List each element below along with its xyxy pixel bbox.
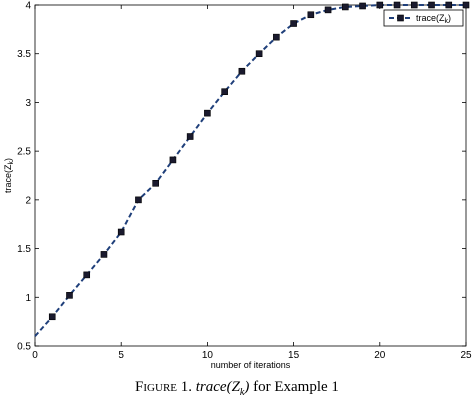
data-point — [307, 11, 315, 19]
data-point — [66, 292, 73, 299]
data-point — [445, 1, 453, 9]
data-point — [359, 2, 366, 10]
data-point — [255, 50, 263, 58]
y-tick-label: 2.5 — [17, 147, 31, 158]
caption-suffix: for Example 1 — [249, 379, 339, 395]
legend-label: trace(Zk) — [416, 13, 451, 25]
y-tick-label: 1.5 — [17, 244, 31, 255]
data-point — [204, 109, 211, 117]
data-point — [221, 88, 228, 96]
data-point — [83, 271, 91, 279]
x-tick-label: 25 — [460, 350, 472, 361]
data-point — [48, 313, 56, 321]
x-tick-label: 0 — [32, 350, 38, 361]
x-axis-label: number of iterations — [211, 360, 291, 370]
y-tick-label: 4 — [25, 1, 31, 12]
x-tick-label: 5 — [118, 350, 124, 361]
y-tick-label: 0.5 — [17, 342, 31, 353]
y-axis-label-text: trace(Zk) — [3, 158, 15, 193]
y-tick-label: 1 — [25, 293, 31, 304]
data-point — [376, 1, 384, 9]
legend-marker — [397, 14, 404, 22]
caption-expression: trace(Zk) — [195, 379, 250, 398]
legend-box — [383, 9, 464, 27]
data-point — [117, 228, 125, 236]
data-point — [393, 1, 401, 9]
data-point — [324, 6, 332, 14]
data-point — [290, 20, 297, 27]
data-point — [169, 156, 177, 164]
data-point — [152, 179, 159, 187]
x-tick-label: 15 — [288, 350, 300, 361]
legend: trace(Zk) — [383, 9, 464, 27]
data-point — [135, 196, 142, 204]
data-point — [410, 1, 418, 9]
data-point — [428, 1, 435, 9]
y-tick-label: 2 — [25, 195, 31, 206]
data-point — [342, 3, 349, 11]
y-tick-label: 3 — [25, 98, 31, 109]
plot-area — [34, 4, 467, 347]
figure-caption: Figure 1. trace(Zk) for Example 1 — [0, 379, 474, 398]
data-point — [238, 67, 246, 75]
chart: 0 5 10 15 20 25 0.5 1 1.5 2 2.5 3 3.5 4 number of ite… — [3, 1, 472, 371]
figure-label: Figure 1. — [135, 379, 192, 395]
x-tick-label: 20 — [374, 350, 386, 361]
data-point — [186, 133, 194, 140]
y-axis-label: trace(Zk) — [3, 158, 15, 193]
x-tick-label: 10 — [202, 350, 214, 361]
data-point — [100, 251, 108, 258]
y-tick-label: 3.5 — [17, 49, 31, 60]
axis-ticks: 0 5 10 15 20 25 0.5 1 1.5 2 2.5 3 3.5 4 — [17, 1, 472, 362]
data-point — [462, 1, 470, 9]
data-point — [273, 33, 280, 41]
series-layer — [34, 1, 470, 337]
